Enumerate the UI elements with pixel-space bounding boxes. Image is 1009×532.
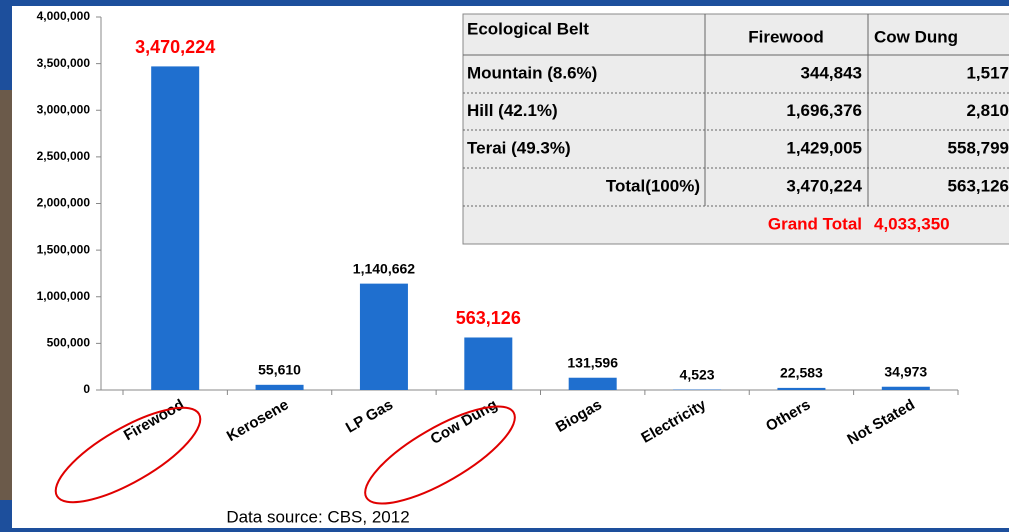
source: Data source: CBS, 2012 xyxy=(226,507,409,526)
bar xyxy=(360,284,408,390)
data-label: 55,610 xyxy=(258,362,301,378)
table-cell: 3,470,224 xyxy=(786,176,862,195)
grand-total-label: Grand Total xyxy=(768,214,862,233)
table-cell: 344,843 xyxy=(801,63,862,82)
y-tick-label: 4,000,000 xyxy=(37,9,91,23)
data-label: 3,470,224 xyxy=(135,37,215,57)
y-tick-label: 500,000 xyxy=(47,336,91,350)
table-bg xyxy=(463,14,1009,244)
photo-strip xyxy=(0,90,12,500)
table-cell: Hill (42.1%) xyxy=(467,101,558,120)
bar xyxy=(569,378,617,390)
y-tick-label: 0 xyxy=(83,382,90,396)
bar xyxy=(777,388,825,390)
table-cell: 1,517 xyxy=(966,63,1009,82)
y-tick-label: 2,500,000 xyxy=(37,149,91,163)
table: Ecological Belt Firewood Cow Dung Mountain … xyxy=(463,14,1009,244)
data-label: 34,973 xyxy=(884,363,927,379)
y-tick-label: 3,000,000 xyxy=(37,102,91,116)
data-label: 4,523 xyxy=(680,366,715,382)
y-tick-label: 2,000,000 xyxy=(37,196,91,210)
bar xyxy=(882,387,930,390)
table-cell: 558,799 xyxy=(948,138,1009,157)
table-cell: 2,810 xyxy=(966,101,1009,120)
table-header: Ecological Belt xyxy=(467,19,589,38)
table-cell: Total(100%) xyxy=(606,176,700,195)
table-cell: Terai (49.3%) xyxy=(467,138,571,157)
table-cell: 1,696,376 xyxy=(786,101,862,120)
data-label: 22,583 xyxy=(780,365,823,381)
grand-total-value: 4,033,350 xyxy=(874,214,950,233)
table-cell: Mountain (8.6%) xyxy=(467,63,597,82)
table-cell: 563,126 xyxy=(948,176,1009,195)
data-label: 131,596 xyxy=(567,354,618,370)
y-tick-label: 3,500,000 xyxy=(37,56,91,70)
y-tick-label: 1,500,000 xyxy=(37,242,91,256)
table-cell: 1,429,005 xyxy=(786,138,862,157)
bar xyxy=(256,385,304,390)
bar xyxy=(151,66,199,390)
data-label: 563,126 xyxy=(456,308,521,328)
table-header: Cow Dung xyxy=(874,27,958,46)
data-label: 1,140,662 xyxy=(353,260,415,276)
bar xyxy=(464,337,512,390)
slide: 0 500,000 1,000,000 1,500,000 2,000,000 2,500… xyxy=(0,0,1009,532)
y-tick-label: 1,000,000 xyxy=(37,289,91,303)
table-header: Firewood xyxy=(748,27,824,46)
